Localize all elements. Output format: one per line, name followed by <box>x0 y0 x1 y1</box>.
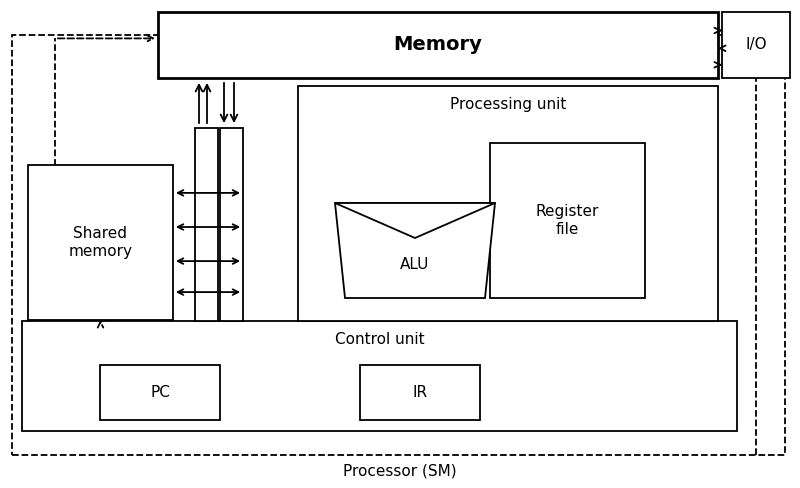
Text: Processor (SM): Processor (SM) <box>343 464 457 479</box>
Polygon shape <box>335 203 495 298</box>
Bar <box>22 321 737 431</box>
Text: PC: PC <box>150 385 170 400</box>
Bar <box>12 35 785 455</box>
Text: ALU: ALU <box>400 257 430 272</box>
Bar <box>100 365 220 420</box>
Text: Processing unit: Processing unit <box>450 97 566 111</box>
Bar <box>490 143 645 298</box>
Bar <box>195 128 218 321</box>
Bar <box>360 365 480 420</box>
Bar <box>220 128 243 321</box>
Text: Shared
memory: Shared memory <box>69 226 133 259</box>
Text: Register
file: Register file <box>536 204 599 237</box>
Bar <box>722 12 790 78</box>
Text: I/O: I/O <box>745 38 767 53</box>
Polygon shape <box>335 203 495 238</box>
Bar <box>298 86 718 321</box>
Text: Memory: Memory <box>394 36 482 55</box>
Text: Control unit: Control unit <box>334 331 424 346</box>
Bar <box>158 12 718 78</box>
Text: IR: IR <box>413 385 427 400</box>
Bar <box>28 165 173 320</box>
